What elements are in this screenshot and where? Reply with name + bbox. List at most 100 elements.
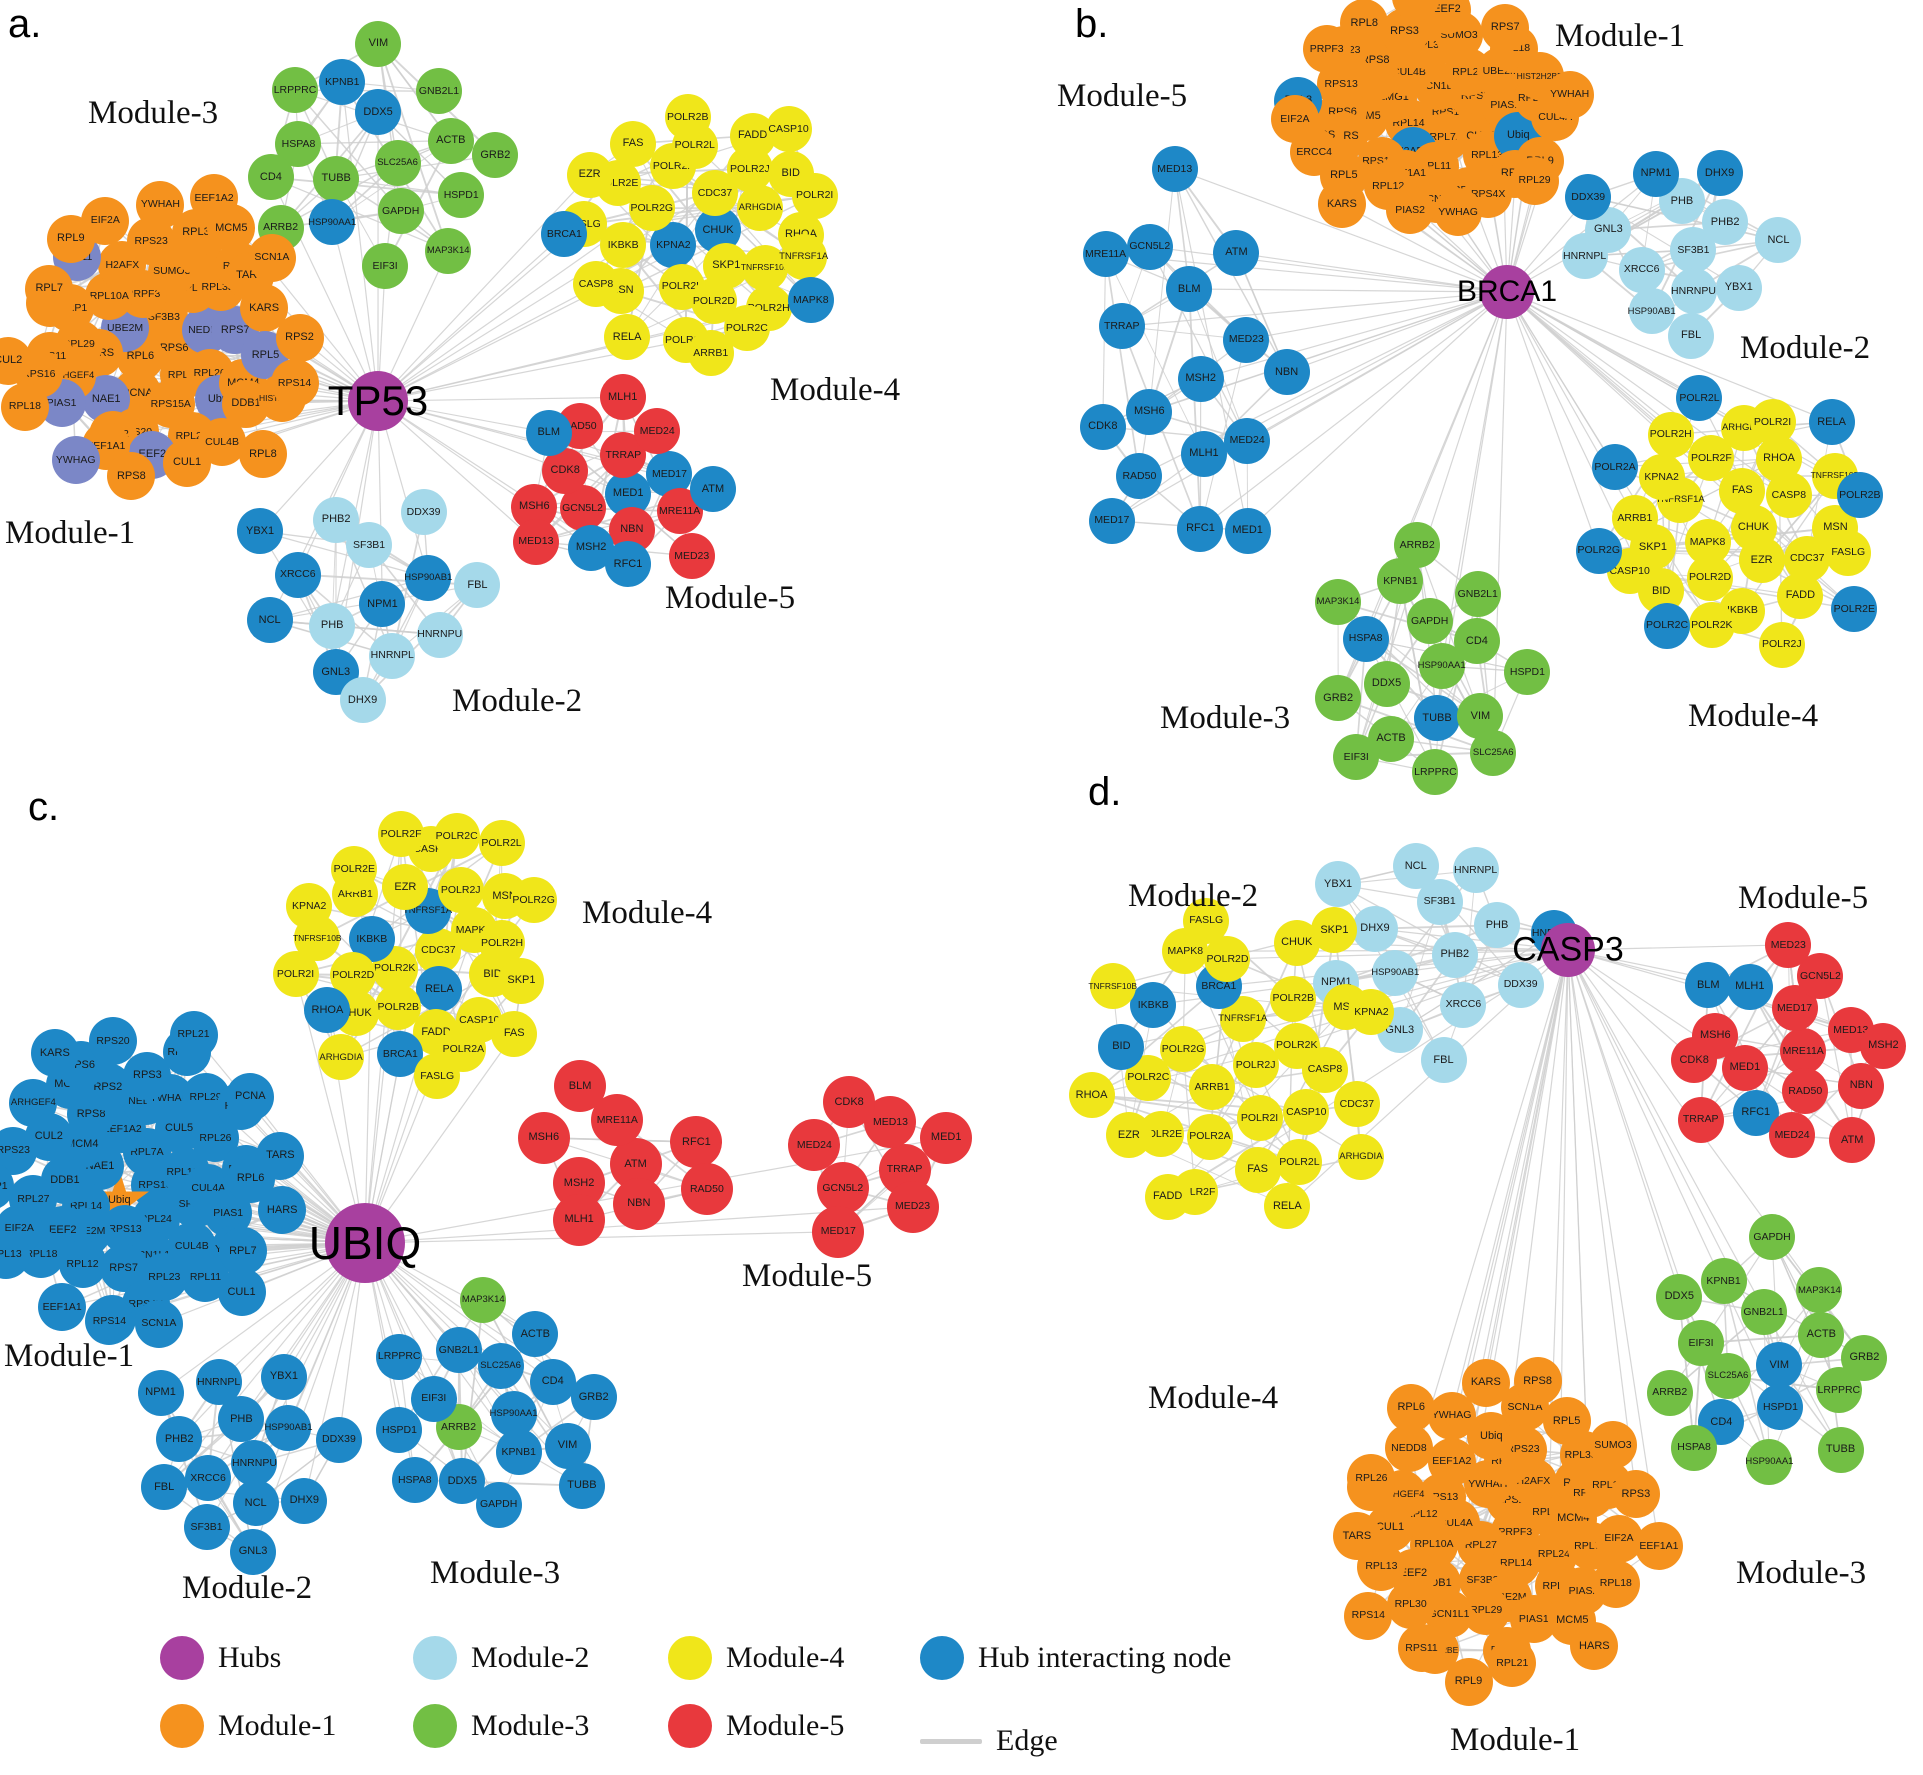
network-node-med17[interactable]: MED17	[812, 1205, 865, 1258]
network-node-polr2h[interactable]: POLR2H	[479, 920, 526, 967]
network-node-tubb[interactable]: TUBB	[313, 155, 360, 202]
network-node-skp1[interactable]: SKP1	[1311, 907, 1358, 954]
network-node-rela[interactable]: RELA	[1264, 1183, 1311, 1230]
network-node-rps20[interactable]: RPS20	[89, 1017, 138, 1066]
network-node-polr2e[interactable]: POLR2E	[331, 846, 378, 893]
network-node-med23[interactable]: MED23	[668, 533, 715, 580]
network-node-polr2l[interactable]: POLR2L	[1676, 374, 1723, 421]
network-node-casp8[interactable]: CASP8	[1302, 1046, 1348, 1093]
network-node-eef1a2[interactable]: EEF1A2	[190, 174, 239, 223]
network-node-map3k14[interactable]: MAP3K14	[425, 227, 472, 274]
network-node-tars[interactable]: TARS	[1332, 1512, 1381, 1561]
network-node-eif2a[interactable]: EIF2A	[1594, 1514, 1643, 1563]
network-node-phb[interactable]: PHB	[1474, 902, 1520, 949]
network-node-grb2[interactable]: GRB2	[1841, 1334, 1888, 1381]
network-node-polr2h[interactable]: POLR2H	[1647, 411, 1694, 458]
network-node-cul1[interactable]: CUL1	[163, 438, 211, 487]
network-node-gcn5l2[interactable]: GCN5L2	[1126, 223, 1173, 270]
network-node-arrb1[interactable]: ARRB1	[687, 330, 734, 377]
network-node-rpl8[interactable]: RPL8	[238, 430, 287, 479]
network-node-msh2[interactable]: MSH2	[1177, 355, 1224, 402]
network-node-med23[interactable]: MED23	[1765, 921, 1812, 968]
network-node-phb2[interactable]: PHB2	[313, 496, 360, 543]
network-node-blm[interactable]: BLM	[1166, 266, 1213, 312]
network-node-hnrnpu[interactable]: HNRNPU	[1670, 267, 1717, 314]
network-node-polr2c[interactable]: POLR2C	[723, 305, 770, 352]
network-node-med17[interactable]: MED17	[1088, 497, 1135, 544]
network-node-tnfrsf10b[interactable]: TNFRSF10B	[1088, 963, 1137, 1009]
network-node-rhoa[interactable]: RHOA	[304, 987, 351, 1034]
network-node-nbn[interactable]: NBN	[612, 1177, 665, 1230]
network-node-ncl[interactable]: NCL	[1392, 843, 1439, 890]
network-node-mlh1[interactable]: MLH1	[553, 1193, 606, 1246]
network-node-polr2l[interactable]: POLR2L	[1276, 1139, 1323, 1186]
network-node-arhgdia[interactable]: ARHGDIA	[318, 1034, 365, 1081]
network-node-eef1a1[interactable]: EEF1A1	[1634, 1522, 1683, 1570]
network-node-ywhah[interactable]: YWHAH	[136, 180, 185, 229]
network-node-eif3i[interactable]: EIF3I	[410, 1375, 457, 1422]
network-node-nbn[interactable]: NBN	[1838, 1062, 1885, 1109]
hub-node-brca1[interactable]	[1480, 265, 1534, 319]
network-node-rpl29[interactable]: RPL29	[1510, 156, 1559, 205]
network-node-rpl18[interactable]: RPL18	[1591, 1559, 1640, 1608]
network-node-tubb[interactable]: TUBB	[1414, 695, 1461, 742]
network-node-polr2a[interactable]: POLR2A	[440, 1026, 487, 1073]
network-node-polr2b[interactable]: POLR2B	[664, 94, 711, 141]
network-node-polr2i[interactable]: POLR2I	[791, 172, 838, 219]
network-node-rpl7[interactable]: RPL7	[218, 1227, 267, 1276]
network-node-kpnb1[interactable]: KPNB1	[1700, 1258, 1747, 1305]
network-node-gapdh[interactable]: GAPDH	[1406, 598, 1453, 645]
network-node-polr2c[interactable]: POLR2C	[433, 813, 480, 860]
network-node-kpnb1[interactable]: KPNB1	[319, 58, 366, 105]
network-node-gnb2l1[interactable]: GNB2L1	[1454, 571, 1501, 618]
network-node-hspa8[interactable]: HSPA8	[391, 1456, 438, 1503]
network-node-med24[interactable]: MED24	[1224, 417, 1271, 464]
network-node-polr2g[interactable]: POLR2G	[1575, 527, 1622, 574]
network-node-hsp90ab1[interactable]: HSP90AB1	[404, 554, 452, 601]
network-node-slc25a6[interactable]: SLC25A6	[477, 1342, 524, 1389]
network-node-ddx39[interactable]: DDX39	[315, 1416, 362, 1463]
network-node-arrb2[interactable]: ARRB2	[1646, 1369, 1693, 1416]
network-node-ywhag[interactable]: YWHAG	[51, 436, 100, 485]
network-node-polr2i[interactable]: POLR2I	[1749, 399, 1796, 446]
network-node-rps7[interactable]: RPS7	[1481, 3, 1530, 52]
network-node-rps3[interactable]: RPS3	[1611, 1470, 1660, 1519]
network-node-ezr[interactable]: EZR	[1738, 537, 1785, 584]
network-node-hsp90aa1[interactable]: HSP90AA1	[1745, 1438, 1793, 1485]
network-node-fadd[interactable]: FADD	[1777, 572, 1824, 619]
network-node-polr2b[interactable]: POLR2B	[1270, 975, 1317, 1022]
network-node-polr2a[interactable]: POLR2A	[1186, 1113, 1233, 1160]
network-node-faslg[interactable]: FASLG	[414, 1052, 461, 1099]
network-node-atm[interactable]: ATM	[1213, 229, 1260, 276]
network-node-polr2c[interactable]: POLR2C	[1644, 602, 1691, 649]
network-node-gnb2l1[interactable]: GNB2L1	[416, 68, 462, 115]
network-node-ncl[interactable]: NCL	[1755, 217, 1802, 264]
network-node-faslg[interactable]: FASLG	[1825, 529, 1872, 576]
network-node-med24[interactable]: MED24	[634, 407, 681, 454]
network-node-tars[interactable]: TARS	[256, 1131, 305, 1180]
network-node-casp8[interactable]: CASP8	[572, 260, 619, 307]
network-node-polr2i[interactable]: POLR2I	[272, 951, 319, 998]
network-node-mapk8[interactable]: MAPK8	[787, 277, 834, 324]
network-node-arhgdia[interactable]: ARHGDIA	[737, 184, 784, 231]
network-node-hsp90ab1[interactable]: HSP90AB1	[1628, 288, 1676, 335]
network-node-med23[interactable]: MED23	[886, 1180, 939, 1233]
network-node-dhx9[interactable]: DHX9	[1696, 150, 1743, 197]
network-node-blm[interactable]: BLM	[1685, 962, 1732, 1009]
network-node-ezr[interactable]: EZR	[382, 864, 429, 911]
network-node-mlh1[interactable]: MLH1	[1180, 430, 1227, 477]
network-node-atm[interactable]: ATM	[1829, 1117, 1876, 1164]
network-node-xrcc6[interactable]: XRCC6	[1618, 246, 1665, 293]
network-node-ddx5[interactable]: DDX5	[1656, 1273, 1703, 1320]
network-node-casp8[interactable]: CASP8	[1765, 472, 1812, 519]
network-node-rpl21[interactable]: RPL21	[1488, 1639, 1537, 1688]
network-node-rfc1[interactable]: RFC1	[670, 1116, 723, 1169]
network-node-mre11a[interactable]: MRE11A	[1082, 231, 1129, 278]
network-node-kpna2[interactable]: KPNA2	[286, 882, 333, 929]
network-node-kars[interactable]: KARS	[1461, 1358, 1510, 1407]
network-node-rps11[interactable]: RPS11	[1397, 1624, 1446, 1672]
network-node-rpl21[interactable]: RPL21	[169, 1010, 218, 1059]
network-node-casp10[interactable]: CASP10	[1606, 548, 1653, 595]
network-node-polr2k[interactable]: POLR2K	[1688, 601, 1735, 648]
network-node-rad50[interactable]: RAD50	[1782, 1067, 1829, 1114]
